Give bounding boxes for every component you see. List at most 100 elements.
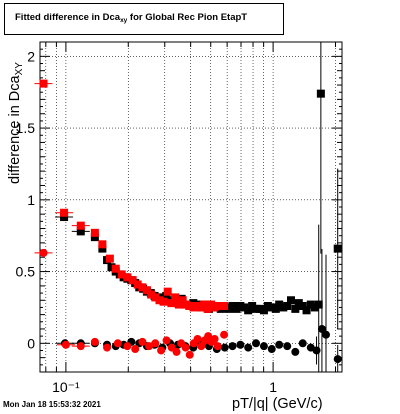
black-square-point xyxy=(90,233,99,242)
x-tick-label: 10⁻¹ xyxy=(52,379,80,395)
red-circle-point xyxy=(213,342,222,351)
black-square-point xyxy=(291,304,300,313)
y-tick-label: 0 xyxy=(27,335,35,351)
x-tick-label: 1 xyxy=(269,379,277,395)
black-square-point xyxy=(306,300,315,309)
red-circle-point xyxy=(181,343,190,352)
red-square-point xyxy=(128,276,137,285)
black-circle-point xyxy=(228,342,237,351)
y-tick-label: 1 xyxy=(27,192,35,208)
black-square-point xyxy=(60,213,69,222)
y-tick-label: 0.5 xyxy=(16,264,36,280)
red-square-point xyxy=(159,297,168,306)
data-marks xyxy=(39,79,342,364)
black-circle-point xyxy=(317,324,326,333)
red-circle-point xyxy=(185,350,194,359)
red-square-point xyxy=(60,208,69,217)
red-square-point xyxy=(123,273,132,282)
y-axis-label-main: difference in Dca xyxy=(7,75,23,184)
black-circle-point xyxy=(333,355,342,364)
black-square-point xyxy=(333,244,342,253)
axes xyxy=(39,41,343,373)
plot-frame xyxy=(39,41,343,373)
chart-title-box: Fitted difference in Dcaxy for Global Re… xyxy=(4,3,284,35)
grid xyxy=(40,42,342,372)
black-square-point xyxy=(275,300,284,309)
red-square-point xyxy=(174,300,183,309)
red-circle-point xyxy=(113,339,122,348)
red-square-point xyxy=(105,254,114,263)
red-circle-point xyxy=(220,330,229,339)
black-circle-point xyxy=(267,345,276,354)
red-square-point xyxy=(39,79,48,88)
black-circle-point xyxy=(322,330,331,339)
chart-title-sub: xy xyxy=(120,17,128,24)
black-circle-point xyxy=(312,346,321,355)
y-axis-label-sub: XY xyxy=(14,62,25,76)
chart-title: Fitted difference in Dcaxy for Global Re… xyxy=(15,12,247,24)
red-circle-point xyxy=(76,342,85,351)
black-square-point xyxy=(107,263,116,272)
black-circle-point xyxy=(252,339,261,348)
red-square-point xyxy=(220,302,229,310)
black-circle-point xyxy=(220,343,229,352)
black-square-point xyxy=(244,306,253,315)
red-circle-point xyxy=(157,346,166,355)
red-circle-point xyxy=(131,345,140,354)
red-square-point xyxy=(213,302,222,310)
black-square-point xyxy=(287,296,296,305)
red-square-point xyxy=(117,270,126,279)
black-square-point xyxy=(298,302,307,310)
black-square-point xyxy=(314,300,323,309)
black-square-point xyxy=(283,302,292,310)
black-square-point xyxy=(162,291,171,300)
red-square-point xyxy=(133,280,142,289)
red-square-point xyxy=(111,264,120,273)
red-circle-point xyxy=(193,335,202,343)
black-circle-point xyxy=(236,340,245,349)
red-square-point xyxy=(76,221,85,230)
error-bars xyxy=(34,42,339,372)
tick-labels: 0 0.5 1 1.5 2 10⁻¹ 1 xyxy=(16,48,278,395)
black-square-point xyxy=(267,303,276,312)
red-circle-point xyxy=(103,343,112,352)
black-circle-point xyxy=(298,339,307,348)
red-circle-point xyxy=(162,336,171,345)
black-square-point xyxy=(271,304,280,313)
red-square-point xyxy=(155,296,164,305)
red-circle-point xyxy=(197,342,206,351)
red-square-point xyxy=(167,299,176,308)
red-circle-point xyxy=(138,337,147,346)
timestamp: Mon Jan 18 15:53:32 2021 xyxy=(3,400,101,409)
red-circle-point xyxy=(172,347,181,356)
black-square-point xyxy=(302,306,311,315)
red-square-point xyxy=(138,283,147,292)
chart-title-main: Fitted difference in Dca xyxy=(15,12,121,23)
chart-title-rest: for Global Rec Pion EtapT xyxy=(127,12,248,23)
red-circle-point xyxy=(145,342,154,351)
red-square-point xyxy=(98,240,107,249)
red-square-point xyxy=(171,293,180,302)
red-square-point xyxy=(163,287,172,296)
red-square-point xyxy=(178,296,187,305)
black-circle-point xyxy=(259,342,268,351)
red-square-point xyxy=(142,286,151,295)
red-square-point xyxy=(151,293,160,302)
red-square-point xyxy=(200,300,209,309)
black-square-point xyxy=(76,227,85,236)
y-axis-label: difference in DcaXY xyxy=(7,23,25,223)
y-tick-label: 2 xyxy=(27,48,35,64)
y-tick-label: 1.5 xyxy=(16,120,36,136)
red-square-point xyxy=(147,290,156,299)
black-circle-point xyxy=(283,342,292,351)
red-circle-point xyxy=(123,342,132,351)
red-square-point xyxy=(203,304,212,313)
black-square-point xyxy=(259,306,268,315)
red-circle-point xyxy=(210,335,219,343)
black-square-point xyxy=(98,244,107,253)
red-circle-point xyxy=(39,248,48,257)
black-square-point xyxy=(316,89,325,98)
black-circle-point xyxy=(291,347,300,356)
black-circle-point xyxy=(244,343,253,352)
